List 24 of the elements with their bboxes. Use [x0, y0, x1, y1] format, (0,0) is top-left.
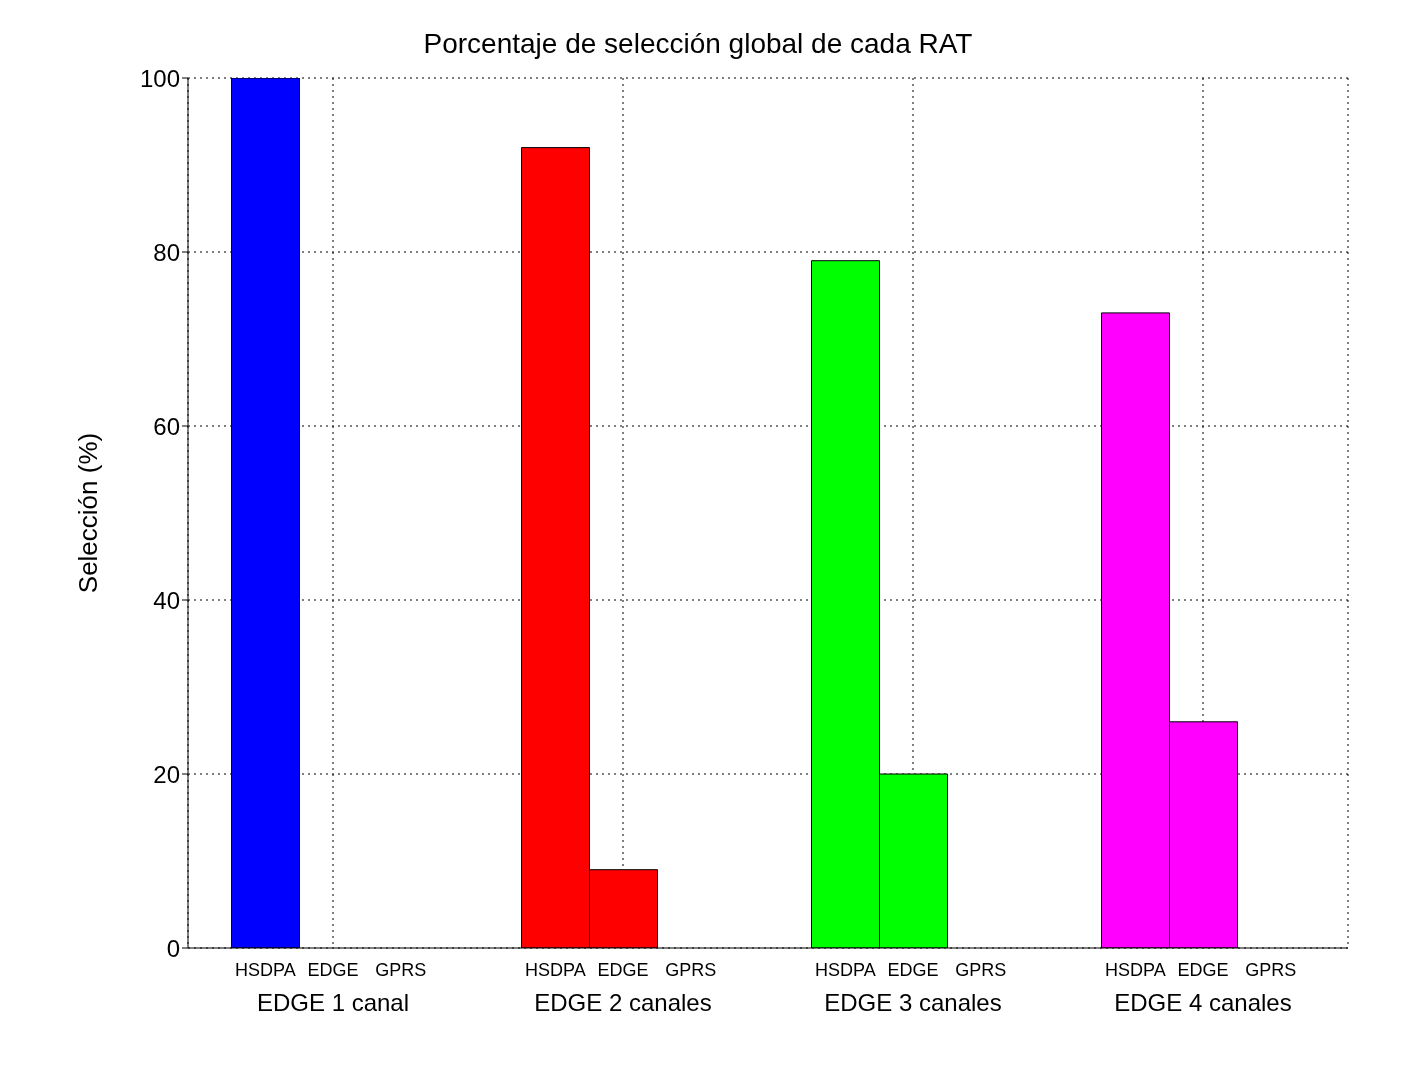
y-tick-label: 60 [153, 412, 180, 440]
y-tick-label: 40 [153, 586, 180, 614]
x-tick-label: EDGE 3 canales [824, 989, 1002, 1016]
y-tick-label: 0 [166, 934, 180, 962]
text: GPRS [955, 960, 1007, 980]
text: HSDPA [814, 960, 876, 980]
series-label: HSDPA [234, 960, 296, 980]
chart-title: Porcentaje de selección global de cada RAT [422, 28, 974, 60]
y-tick-label: 100 [139, 64, 180, 92]
y-tick-label: 20 [153, 760, 180, 788]
text: HSDPA [1104, 960, 1166, 980]
text: EDGE [307, 960, 359, 980]
y-axis-title: Selección (%) [73, 432, 104, 594]
series-label: EDGE [597, 960, 649, 980]
x-tick-label: EDGE 1 canal [256, 989, 410, 1016]
y-tick-label: 80 [153, 238, 180, 266]
x-tick-label: EDGE 4 canales [1114, 989, 1292, 1016]
text: GPRS [665, 960, 717, 980]
x-tick-label: EDGE 2 canales [534, 989, 712, 1016]
text: GPRS [375, 960, 427, 980]
text: GPRS [1245, 960, 1297, 980]
text: HSDPA [524, 960, 586, 980]
text: EDGE [887, 960, 939, 980]
text: EDGE [1177, 960, 1229, 980]
